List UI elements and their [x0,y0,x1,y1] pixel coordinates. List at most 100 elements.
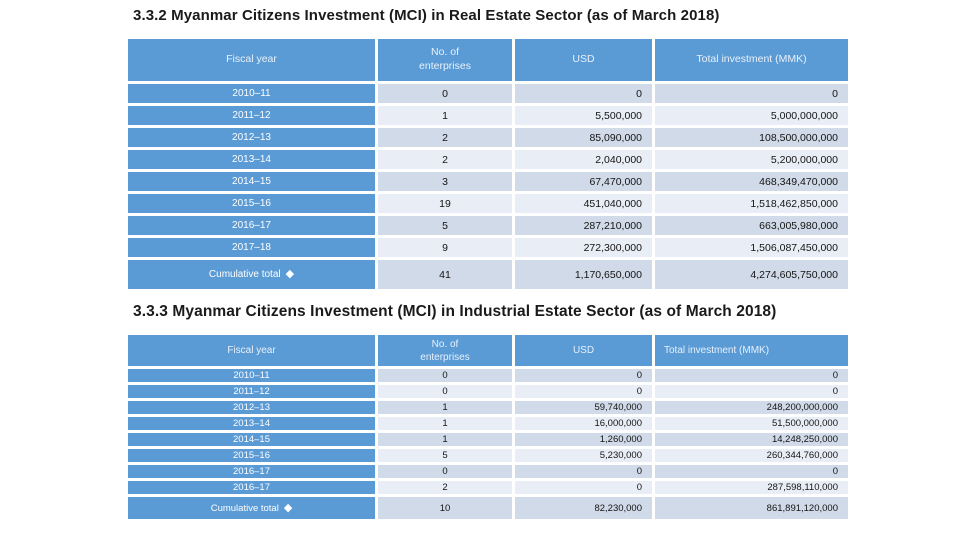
enterprises-cell: 5 [378,449,512,462]
fiscal-year-cell: 2014–15 [128,433,375,446]
cumulative-total-text: Cumulative total [208,269,281,280]
header-fiscal-year: Fiscal year [128,335,375,366]
enterprises-cell: 2 [378,150,512,169]
fiscal-year-cell: 2011–12 [128,106,375,125]
cumulative-total-label-cell: Cumulative total ◆ [128,260,375,289]
mmk-cell: 108,500,000,000 [655,128,848,147]
total-mmk-cell: 4,274,605,750,000 [655,260,848,289]
table-row: 2016–17 2 0 287,598,110,000 [128,481,848,494]
mmk-cell: 1,506,087,450,000 [655,238,848,257]
enterprises-cell: 1 [378,417,512,430]
table-row: 2017–18 9 272,300,000 1,506,087,450,000 [128,238,848,257]
section-title-real-estate: 3.3.2 Myanmar Citizens Investment (MCI) … [133,7,720,24]
header-usd: USD [515,39,652,81]
fiscal-year-cell: 2010–11 [128,369,375,382]
mmk-cell: 0 [655,385,848,398]
table-row: 2011–12 1 5,500,000 5,000,000,000 [128,106,848,125]
usd-cell: 0 [515,481,652,494]
fiscal-year-cell: 2017–18 [128,238,375,257]
mmk-cell: 287,598,110,000 [655,481,848,494]
fiscal-year-cell: 2012–13 [128,128,375,147]
header-fiscal-year: Fiscal year [128,39,375,81]
cumulative-total-row: Cumulative total ◆ 41 1,170,650,000 4,27… [128,260,848,289]
table-row: 2013–14 1 16,000,000 51,500,000,000 [128,417,848,430]
enterprises-cell: 19 [378,194,512,213]
table-row: 2015–16 19 451,040,000 1,518,462,850,000 [128,194,848,213]
cumulative-total-row: Cumulative total ◆ 10 82,230,000 861,891… [128,497,848,519]
diamond-icon: ◆ [283,501,293,514]
enterprises-cell: 9 [378,238,512,257]
fiscal-year-cell: 2014–15 [128,172,375,191]
mmk-cell: 0 [655,369,848,382]
mmk-cell: 5,200,000,000 [655,150,848,169]
usd-cell: 16,000,000 [515,417,652,430]
table-row: 2010–11 0 0 0 [128,369,848,382]
enterprises-cell: 2 [378,481,512,494]
usd-cell: 1,260,000 [515,433,652,446]
mmk-cell: 248,200,000,000 [655,401,848,414]
cumulative-total-label: Cumulative total ◆ [210,501,293,514]
mmk-cell: 0 [655,465,848,478]
fiscal-year-cell: 2015–16 [128,449,375,462]
enterprises-cell: 0 [378,84,512,103]
enterprises-cell: 1 [378,433,512,446]
usd-cell: 59,740,000 [515,401,652,414]
mmk-cell: 5,000,000,000 [655,106,848,125]
total-usd-cell: 1,170,650,000 [515,260,652,289]
enterprises-cell: 1 [378,106,512,125]
table-row: 2013–14 2 2,040,000 5,200,000,000 [128,150,848,169]
enterprises-cell: 0 [378,465,512,478]
usd-cell: 2,040,000 [515,150,652,169]
usd-cell: 0 [515,465,652,478]
mmk-cell: 51,500,000,000 [655,417,848,430]
usd-cell: 5,230,000 [515,449,652,462]
header-total-investment: Total investment (MMK) [655,335,848,366]
fiscal-year-cell: 2013–14 [128,417,375,430]
table-header-row: Fiscal year No. of enterprises USD Total… [128,335,848,366]
enterprises-cell: 3 [378,172,512,191]
mmk-cell: 0 [655,84,848,103]
usd-cell: 451,040,000 [515,194,652,213]
enterprises-cell: 1 [378,401,512,414]
table-row: 2011–12 0 0 0 [128,385,848,398]
cumulative-total-text: Cumulative total [210,502,279,514]
table-real-estate: Fiscal year No. of enterprises USD Total… [128,39,848,289]
slide-content: 3.3.2 Myanmar Citizens Investment (MCI) … [128,7,848,519]
fiscal-year-cell: 2016–17 [128,465,375,478]
fiscal-year-cell: 2013–14 [128,150,375,169]
cumulative-total-label: Cumulative total ◆ [208,268,295,281]
usd-cell: 5,500,000 [515,106,652,125]
table-row: 2012–13 1 59,740,000 248,200,000,000 [128,401,848,414]
usd-cell: 0 [515,369,652,382]
mmk-cell: 14,248,250,000 [655,433,848,446]
fiscal-year-cell: 2011–12 [128,385,375,398]
mmk-cell: 260,344,760,000 [655,449,848,462]
mmk-cell: 1,518,462,850,000 [655,194,848,213]
enterprises-cell: 2 [378,128,512,147]
header-total-investment: Total investment (MMK) [655,39,848,81]
total-usd-cell: 82,230,000 [515,497,652,519]
usd-cell: 67,470,000 [515,172,652,191]
total-mmk-cell: 861,891,120,000 [655,497,848,519]
header-enterprises: No. of enterprises [378,39,512,81]
table-row: 2014–15 1 1,260,000 14,248,250,000 [128,433,848,446]
enterprises-cell: 0 [378,369,512,382]
section-title-industrial-estate: 3.3.3 Myanmar Citizens Investment (MCI) … [133,303,777,320]
diamond-icon: ◆ [285,268,295,280]
table-row: 2015–16 5 5,230,000 260,344,760,000 [128,449,848,462]
mmk-cell: 663,005,980,000 [655,216,848,235]
fiscal-year-cell: 2016–17 [128,216,375,235]
table-row: 2016–17 0 0 0 [128,465,848,478]
header-usd: USD [515,335,652,366]
fiscal-year-cell: 2012–13 [128,401,375,414]
table-row: 2014–15 3 67,470,000 468,349,470,000 [128,172,848,191]
usd-cell: 0 [515,84,652,103]
cumulative-total-label-cell: Cumulative total ◆ [128,497,375,519]
table-row: 2010–11 0 0 0 [128,84,848,103]
enterprises-cell: 0 [378,385,512,398]
usd-cell: 85,090,000 [515,128,652,147]
fiscal-year-cell: 2016–17 [128,481,375,494]
table-body: 2010–11 0 0 0 2011–12 1 5,500,000 5,000,000,000… [128,84,848,257]
usd-cell: 0 [515,385,652,398]
